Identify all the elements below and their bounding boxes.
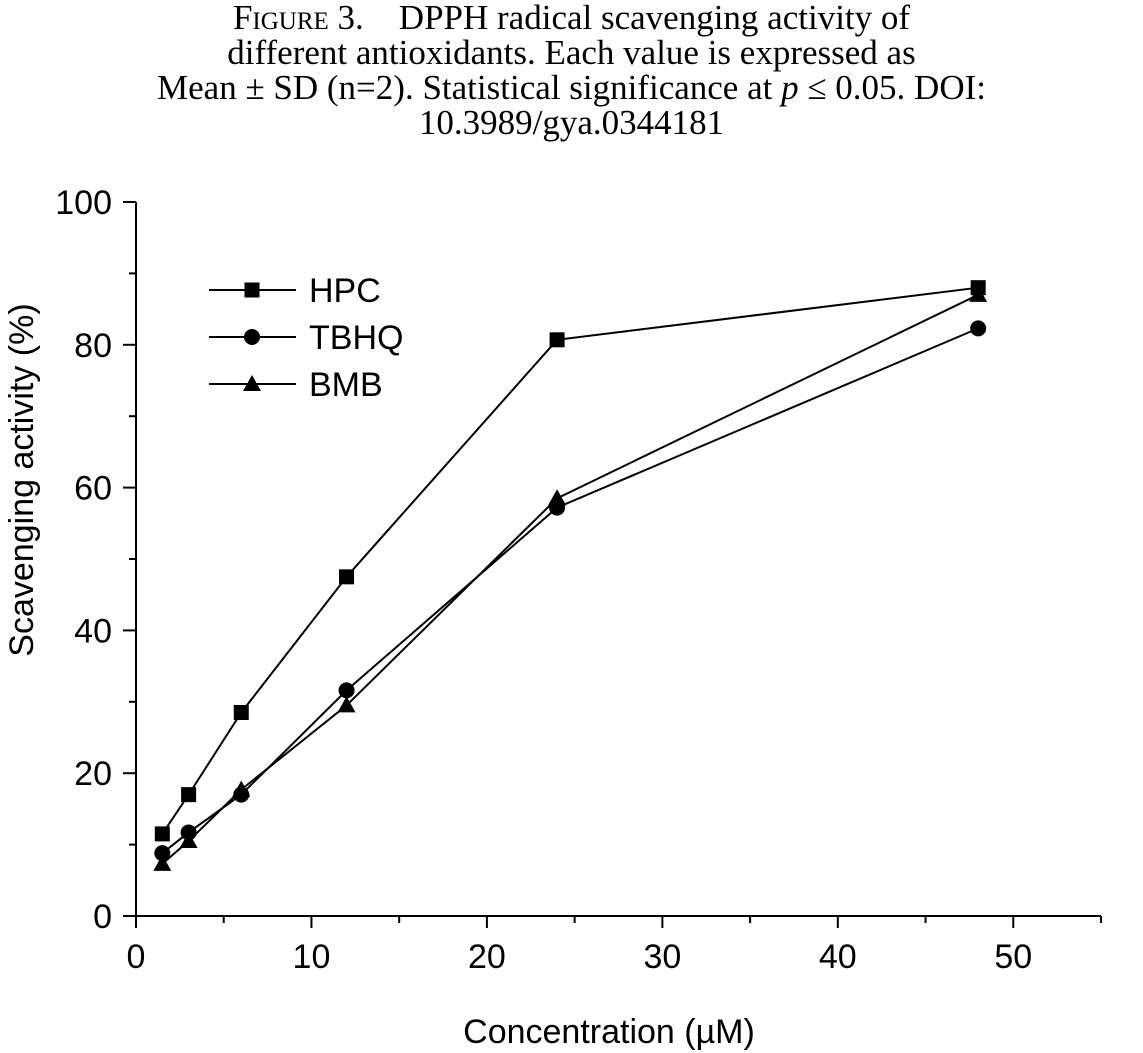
caption-line-1: Figure 3. DPPH radical scavenging activi… xyxy=(0,0,1143,35)
data-point-hpc xyxy=(549,332,565,348)
x-ticks: 0 10 20 30 40 50 xyxy=(127,916,1102,976)
caption-text-3b: ≤ 0.05. DOI: xyxy=(807,68,986,107)
data-point-hpc xyxy=(233,705,249,721)
y-ticks: 0 20 40 60 80 100 xyxy=(55,184,136,936)
legend-label-bmb: BMB xyxy=(309,366,383,404)
legend-marker-bmb xyxy=(243,375,261,391)
data-point-tbhq xyxy=(970,320,987,337)
legend: HPC TBHQ BMB xyxy=(209,272,403,404)
legend-marker-tbhq xyxy=(244,329,260,345)
y-tick-label: 100 xyxy=(55,184,112,222)
legend-item-bmb: BMB xyxy=(209,366,383,404)
data-point-bmb xyxy=(153,854,172,871)
x-tick-label: 10 xyxy=(293,938,331,976)
y-tick-label: 60 xyxy=(74,470,112,508)
data-point-bmb xyxy=(969,285,988,302)
legend-label-hpc: HPC xyxy=(309,272,381,310)
x-axis-label: Concentration (µM) xyxy=(463,1013,755,1051)
x-tick-label: 20 xyxy=(468,938,506,976)
series-hpc xyxy=(154,280,986,842)
data-point-hpc xyxy=(181,787,197,803)
x-tick-label: 50 xyxy=(994,938,1032,976)
caption-text-3a: Mean ± SD (n=2). Statistical significanc… xyxy=(157,68,773,107)
axes xyxy=(135,202,1101,917)
legend-marker-hpc xyxy=(244,282,260,298)
data-point-bmb xyxy=(179,832,198,849)
y-axis-label: Scavenging activity (%) xyxy=(3,303,41,656)
data-point-bmb xyxy=(232,780,251,797)
data-point-hpc xyxy=(154,826,170,842)
series-tbhq xyxy=(154,320,987,862)
figure-label: Figure 3. xyxy=(232,0,364,37)
series-layer xyxy=(153,280,988,871)
y-tick-label: 20 xyxy=(74,755,112,793)
y-tick-label: 80 xyxy=(74,327,112,365)
data-point-bmb xyxy=(548,489,567,506)
caption-doi: 10.3989/gya.0344181 xyxy=(418,103,725,142)
series-bmb xyxy=(153,285,988,871)
data-point-hpc xyxy=(339,569,355,585)
legend-item-hpc: HPC xyxy=(209,272,381,310)
y-tick-label: 0 xyxy=(93,898,112,936)
data-point-bmb xyxy=(337,696,356,713)
caption-p-symbol: p xyxy=(781,68,799,107)
data-point-tbhq xyxy=(154,845,171,862)
y-tick-label: 40 xyxy=(74,612,112,650)
data-point-tbhq xyxy=(338,682,355,699)
legend-label-tbhq: TBHQ xyxy=(309,319,403,357)
figure-caption: Figure 3. DPPH radical scavenging activi… xyxy=(0,0,1143,140)
series-line-tbhq xyxy=(161,327,979,854)
x-tick-label: 0 xyxy=(127,938,146,976)
caption-text-1: DPPH radical scavenging activity of xyxy=(398,0,911,37)
x-tick-label: 40 xyxy=(819,938,857,976)
caption-line-3: Mean ± SD (n=2). Statistical significanc… xyxy=(0,70,1143,105)
x-tick-label: 30 xyxy=(643,938,681,976)
legend-item-tbhq: TBHQ xyxy=(209,319,403,357)
caption-line-2: different antioxidants. Each value is ex… xyxy=(227,33,916,72)
